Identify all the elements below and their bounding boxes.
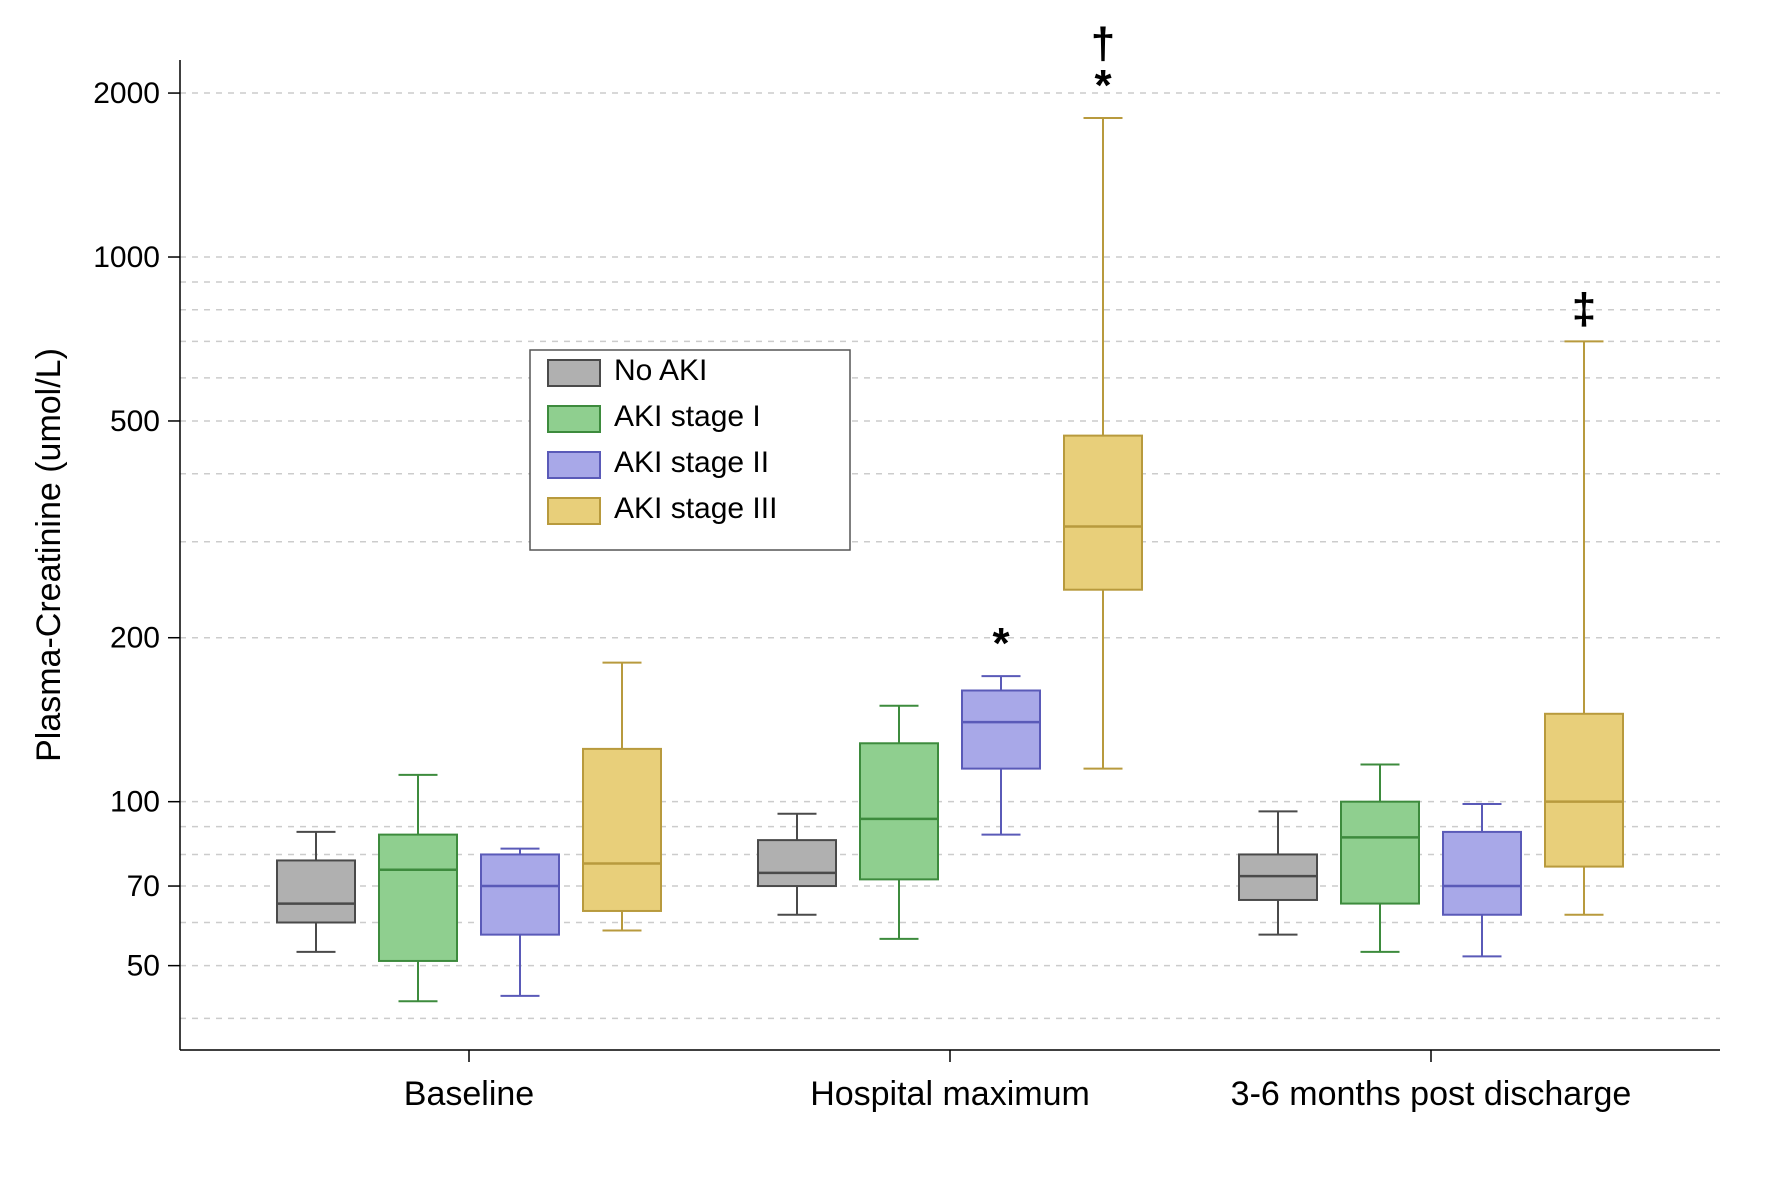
boxplot-box — [379, 835, 457, 961]
x-category-label: Hospital maximum — [810, 1075, 1090, 1113]
boxplot-box — [1064, 436, 1142, 590]
legend-swatch — [548, 360, 600, 386]
boxplot-box — [481, 854, 559, 934]
significance-annotation: ‡ — [1572, 284, 1596, 333]
y-tick-label: 1000 — [93, 241, 160, 274]
x-category-label: 3-6 months post discharge — [1231, 1075, 1632, 1113]
significance-annotation: * — [992, 619, 1010, 668]
y-tick-label: 70 — [127, 870, 160, 903]
boxplot-chart: 50 70 100 200 500 1000 2000 Plasma-Creatinine (… — [0, 0, 1770, 1195]
significance-annotation: † — [1091, 19, 1115, 68]
y-tick-label: 2000 — [93, 77, 160, 110]
boxplot-box — [758, 840, 836, 886]
boxplot-box — [1443, 832, 1521, 915]
y-tick-label: 50 — [127, 950, 160, 983]
legend-swatch — [548, 452, 600, 478]
boxplot-box — [962, 690, 1040, 768]
y-tick-label: 200 — [110, 622, 160, 655]
chart-svg: 50 70 100 200 500 1000 2000 Plasma-Creatinine (… — [0, 0, 1770, 1195]
legend-label: AKI stage II — [614, 446, 769, 479]
legend-label: AKI stage III — [614, 492, 777, 525]
legend-label: No AKI — [614, 354, 707, 387]
boxplot-box — [860, 743, 938, 879]
boxplot-box — [277, 860, 355, 922]
legend-swatch — [548, 498, 600, 524]
y-axis-label: Plasma-Creatinine (umol/L) — [30, 348, 68, 762]
significance-annotation: * — [1094, 61, 1112, 110]
boxplot-box — [583, 749, 661, 911]
y-tick-label: 100 — [110, 786, 160, 819]
boxplot-box — [1341, 802, 1419, 904]
x-category-label: Baseline — [404, 1075, 534, 1113]
legend-label: AKI stage I — [614, 400, 761, 433]
boxplot-box — [1545, 714, 1623, 867]
legend-swatch — [548, 406, 600, 432]
y-tick-label: 500 — [110, 405, 160, 438]
